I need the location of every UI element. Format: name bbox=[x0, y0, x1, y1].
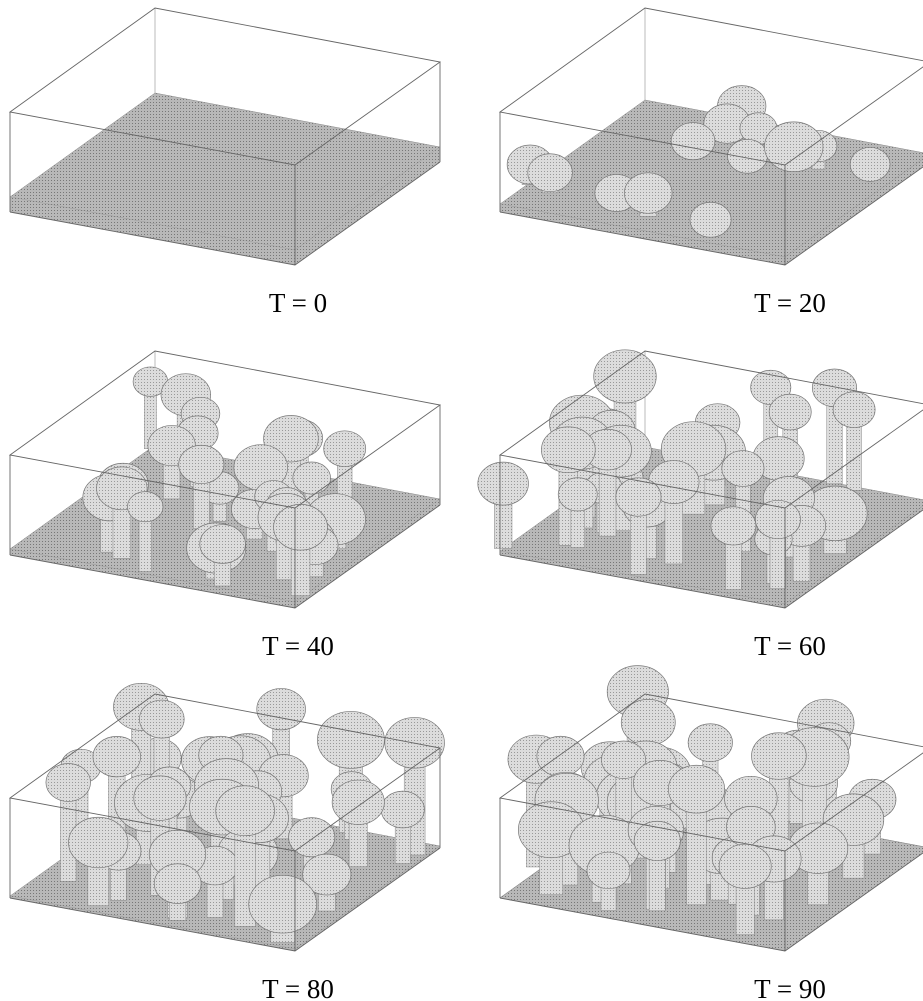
plume-head bbox=[624, 173, 672, 214]
plume-head bbox=[274, 504, 328, 550]
plume-head bbox=[850, 147, 890, 181]
plume-head bbox=[179, 445, 224, 483]
panel-caption: T = 0 bbox=[269, 288, 327, 318]
plume-head bbox=[587, 852, 630, 889]
plume-head bbox=[833, 392, 875, 428]
plume-head bbox=[216, 786, 275, 836]
panel: T = 90 bbox=[500, 666, 923, 1001]
fluid-layer bbox=[10, 93, 440, 250]
plume-head bbox=[154, 864, 201, 904]
plume-head bbox=[200, 525, 246, 564]
plume-head bbox=[711, 507, 756, 545]
plume-head bbox=[621, 699, 675, 745]
plume-head bbox=[381, 791, 424, 828]
figure: T = 0 T = 20 T = 40 T = 60 T = 80 T = 90 bbox=[0, 0, 923, 1001]
plume-head bbox=[134, 776, 186, 820]
panel: T = 40 bbox=[10, 351, 440, 661]
plume-head bbox=[139, 700, 184, 738]
plume-head bbox=[332, 780, 384, 824]
plume-head bbox=[478, 462, 529, 505]
panel: T = 0 bbox=[10, 8, 440, 318]
plume-head bbox=[558, 478, 597, 511]
plume-head bbox=[93, 736, 141, 776]
panel-caption: T = 80 bbox=[262, 974, 334, 1001]
plume-head bbox=[671, 123, 715, 160]
panel-caption: T = 20 bbox=[754, 288, 826, 318]
panel-caption: T = 40 bbox=[262, 631, 334, 661]
plume-head bbox=[594, 350, 657, 403]
plume-head bbox=[257, 688, 306, 729]
plume-head bbox=[728, 139, 768, 173]
plume-head bbox=[719, 844, 771, 888]
panel: T = 60 bbox=[478, 350, 923, 661]
plume-head bbox=[722, 451, 764, 487]
plume-head bbox=[751, 733, 806, 780]
plume-head bbox=[69, 817, 128, 868]
plume-head bbox=[764, 122, 823, 172]
plume-head bbox=[541, 427, 595, 473]
panel-caption: T = 60 bbox=[754, 631, 826, 661]
plume-head bbox=[688, 724, 732, 762]
panel-caption: T = 90 bbox=[754, 974, 826, 1001]
plume-head bbox=[293, 462, 331, 494]
plume-head bbox=[317, 711, 384, 768]
plume-head bbox=[46, 763, 91, 801]
plume-head bbox=[324, 431, 366, 467]
plume-head bbox=[528, 154, 573, 192]
panel: T = 80 bbox=[10, 683, 444, 1001]
plume-head bbox=[128, 492, 163, 522]
plume-head bbox=[755, 500, 800, 538]
panel: T = 20 bbox=[500, 8, 923, 318]
plume-head bbox=[668, 765, 724, 813]
plume-head bbox=[249, 875, 317, 933]
plume-head bbox=[769, 394, 811, 430]
plume-head bbox=[690, 202, 731, 237]
